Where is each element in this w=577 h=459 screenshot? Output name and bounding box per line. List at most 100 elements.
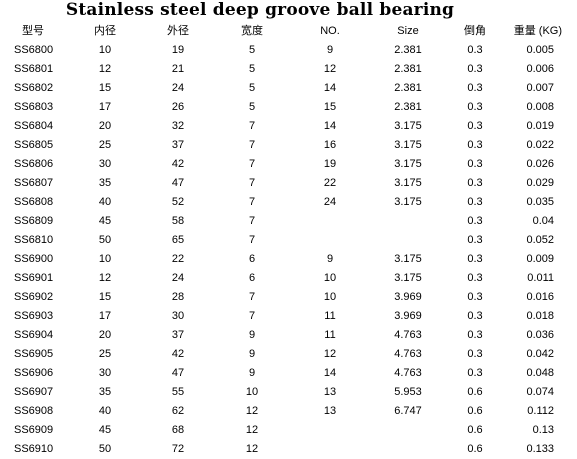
cell-weight: 0.074 bbox=[526, 386, 554, 398]
table-row: SS6903 17 30 7 11 3.969 0.3 0.018 bbox=[0, 307, 574, 326]
table-row: SS6804 20 32 7 14 3.175 0.3 0.019 bbox=[0, 117, 574, 136]
cell-ball-size: 2.381 bbox=[394, 44, 422, 56]
cell-width: 7 bbox=[248, 196, 256, 208]
cell-weight: 0.009 bbox=[526, 253, 554, 265]
table-row: SS6800 10 19 5 9 2.381 0.3 0.005 bbox=[0, 41, 574, 60]
cell-model: SS6804 bbox=[14, 120, 54, 132]
cell-weight: 0.007 bbox=[526, 82, 554, 94]
cell-ball-count bbox=[290, 440, 370, 459]
cell-ball-count: 14 bbox=[323, 82, 337, 94]
cell-width: 10 bbox=[245, 386, 259, 398]
cell-inner-diameter: 30 bbox=[98, 367, 112, 379]
cell-chamfer: 0.3 bbox=[467, 310, 483, 322]
cell-weight: 0.018 bbox=[526, 310, 554, 322]
cell-model: SS6900 bbox=[14, 253, 54, 265]
header-chamfer: 倒角 bbox=[464, 25, 486, 37]
header-outer-diameter: 外径 bbox=[167, 25, 189, 37]
cell-chamfer: 0.3 bbox=[467, 44, 483, 56]
table-row: SS6900 10 22 6 9 3.175 0.3 0.009 bbox=[0, 250, 574, 269]
cell-model: SS6905 bbox=[14, 348, 54, 360]
cell-inner-diameter: 45 bbox=[98, 424, 112, 436]
cell-ball-count: 13 bbox=[323, 405, 337, 417]
cell-outer-diameter: 65 bbox=[171, 234, 185, 246]
cell-inner-diameter: 17 bbox=[98, 101, 112, 113]
cell-ball-size: 3.175 bbox=[394, 158, 422, 170]
cell-chamfer: 0.3 bbox=[467, 120, 483, 132]
cell-ball-count bbox=[290, 231, 370, 250]
cell-model: SS6904 bbox=[14, 329, 54, 341]
cell-ball-size bbox=[370, 212, 446, 231]
cell-outer-diameter: 30 bbox=[171, 310, 185, 322]
cell-ball-size bbox=[370, 421, 446, 440]
table-row: SS6907 35 55 10 13 5.953 0.6 0.074 bbox=[0, 383, 574, 402]
cell-model: SS6906 bbox=[14, 367, 54, 379]
table-header-row: 型号 内径 外径 宽度 NO. Size 倒角 重量 (KG) bbox=[0, 21, 574, 41]
cell-width: 6 bbox=[248, 253, 256, 265]
cell-chamfer: 0.3 bbox=[467, 291, 483, 303]
cell-outer-diameter: 72 bbox=[171, 443, 185, 455]
header-inner-diameter: 内径 bbox=[94, 25, 116, 37]
cell-weight: 0.019 bbox=[526, 120, 554, 132]
cell-inner-diameter: 10 bbox=[98, 253, 112, 265]
cell-chamfer: 0.6 bbox=[467, 424, 483, 436]
cell-ball-size: 3.175 bbox=[394, 253, 422, 265]
cell-ball-size: 3.969 bbox=[394, 310, 422, 322]
cell-ball-count: 9 bbox=[326, 253, 334, 265]
cell-width: 7 bbox=[248, 177, 256, 189]
cell-inner-diameter: 20 bbox=[98, 329, 112, 341]
cell-outer-diameter: 22 bbox=[171, 253, 185, 265]
cell-chamfer: 0.3 bbox=[467, 101, 483, 113]
cell-chamfer: 0.3 bbox=[467, 367, 483, 379]
cell-outer-diameter: 58 bbox=[171, 215, 185, 227]
table-row: SS6909 45 68 12 0.6 0.13 bbox=[0, 421, 574, 440]
cell-outer-diameter: 68 bbox=[171, 424, 185, 436]
cell-ball-count: 16 bbox=[323, 139, 337, 151]
cell-ball-size: 3.175 bbox=[394, 177, 422, 189]
cell-inner-diameter: 15 bbox=[98, 82, 112, 94]
table-row: SS6908 40 62 12 13 6.747 0.6 0.112 bbox=[0, 402, 574, 421]
cell-chamfer: 0.3 bbox=[467, 272, 483, 284]
cell-ball-size: 5.953 bbox=[394, 386, 422, 398]
cell-width: 12 bbox=[245, 424, 259, 436]
cell-inner-diameter: 10 bbox=[98, 44, 112, 56]
cell-ball-count: 22 bbox=[323, 177, 337, 189]
cell-chamfer: 0.6 bbox=[467, 405, 483, 417]
cell-chamfer: 0.3 bbox=[467, 196, 483, 208]
cell-chamfer: 0.3 bbox=[467, 82, 483, 94]
cell-weight: 0.008 bbox=[526, 101, 554, 113]
cell-model: SS6902 bbox=[14, 291, 54, 303]
table-row: SS6802 15 24 5 14 2.381 0.3 0.007 bbox=[0, 79, 574, 98]
cell-ball-count: 10 bbox=[323, 272, 337, 284]
cell-model: SS6800 bbox=[14, 44, 54, 56]
cell-width: 5 bbox=[248, 101, 256, 113]
cell-inner-diameter: 40 bbox=[98, 405, 112, 417]
cell-weight: 0.026 bbox=[526, 158, 554, 170]
cell-inner-diameter: 15 bbox=[98, 291, 112, 303]
header-ball-size: Size bbox=[397, 25, 419, 37]
cell-model: SS6809 bbox=[14, 215, 54, 227]
cell-inner-diameter: 40 bbox=[98, 196, 112, 208]
cell-ball-count: 24 bbox=[323, 196, 337, 208]
header-model: 型号 bbox=[22, 25, 44, 37]
cell-model: SS6908 bbox=[14, 405, 54, 417]
cell-chamfer: 0.3 bbox=[467, 234, 483, 246]
cell-weight: 0.016 bbox=[526, 291, 554, 303]
table-row: SS6805 25 37 7 16 3.175 0.3 0.022 bbox=[0, 136, 574, 155]
cell-ball-size: 4.763 bbox=[394, 329, 422, 341]
cell-ball-count: 11 bbox=[324, 310, 336, 322]
cell-outer-diameter: 42 bbox=[171, 348, 185, 360]
cell-ball-count: 15 bbox=[323, 101, 337, 113]
cell-model: SS6807 bbox=[14, 177, 54, 189]
cell-weight: 0.011 bbox=[527, 272, 554, 284]
table-row: SS6806 30 42 7 19 3.175 0.3 0.026 bbox=[0, 155, 574, 174]
cell-inner-diameter: 30 bbox=[98, 158, 112, 170]
cell-weight: 0.133 bbox=[526, 443, 554, 455]
cell-ball-size: 4.763 bbox=[394, 367, 422, 379]
cell-inner-diameter: 35 bbox=[98, 177, 112, 189]
cell-outer-diameter: 32 bbox=[171, 120, 185, 132]
cell-outer-diameter: 47 bbox=[171, 367, 185, 379]
cell-weight: 0.13 bbox=[532, 424, 554, 436]
cell-chamfer: 0.3 bbox=[467, 158, 483, 170]
header-ball-count: NO. bbox=[320, 25, 340, 37]
cell-outer-diameter: 52 bbox=[171, 196, 185, 208]
